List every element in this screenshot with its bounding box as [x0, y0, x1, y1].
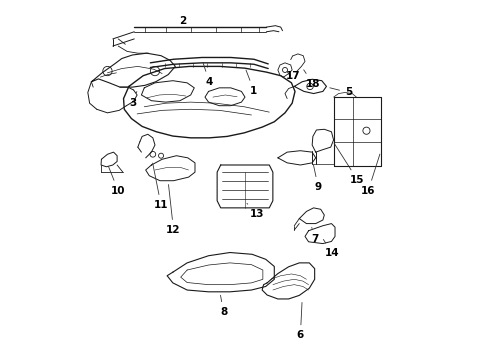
- Text: 16: 16: [361, 154, 380, 196]
- Text: 4: 4: [203, 63, 213, 87]
- Text: 5: 5: [330, 87, 352, 98]
- Text: 13: 13: [247, 203, 265, 219]
- Text: 2: 2: [179, 16, 186, 26]
- Text: 10: 10: [108, 167, 125, 196]
- Text: 15: 15: [334, 143, 365, 185]
- Text: 17: 17: [286, 71, 300, 81]
- Text: 6: 6: [297, 302, 304, 341]
- Text: 9: 9: [314, 165, 322, 192]
- Text: 7: 7: [311, 228, 318, 244]
- Text: 11: 11: [153, 163, 168, 210]
- Text: 14: 14: [323, 239, 340, 258]
- Text: 18: 18: [304, 70, 320, 89]
- Text: 3: 3: [129, 91, 137, 108]
- Text: 8: 8: [220, 295, 227, 317]
- Text: 1: 1: [246, 70, 258, 96]
- Text: 12: 12: [166, 185, 181, 235]
